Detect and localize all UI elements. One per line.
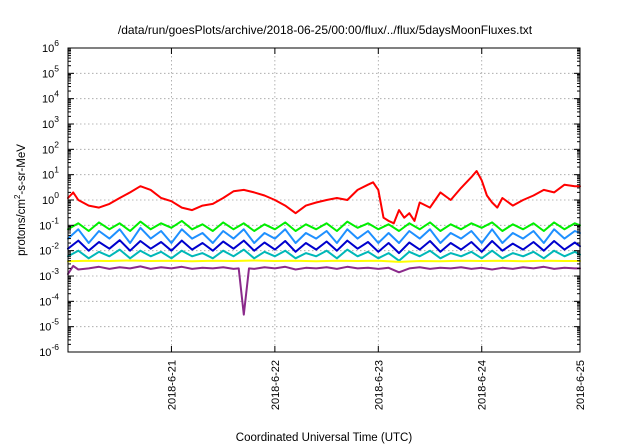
series-lines — [67, 170, 581, 316]
y-tick-label-base: 10 — [42, 68, 54, 80]
y-tick-label-base: 10 — [42, 43, 54, 55]
y-tick-label-exponent: 1 — [54, 165, 59, 175]
y-tick-label-exponent: 5 — [54, 63, 59, 73]
plot-frame — [67, 47, 581, 353]
x-tick-label: 2018-6-23 — [373, 360, 385, 410]
series-line-4 — [67, 239, 581, 255]
y-tick-label-base: 10 — [39, 322, 51, 334]
y-tick-label: 10-4 — [39, 291, 59, 308]
y-tick-label: 10-6 — [39, 342, 59, 359]
y-tick-label-exponent: -2 — [51, 241, 59, 251]
x-axis-label: Coordinated Universal Time (UTC) — [236, 432, 413, 444]
y-tick-label: 103 — [42, 114, 59, 131]
y-tick-label-base: 10 — [42, 94, 54, 106]
y-tick-label-base: 10 — [39, 271, 51, 283]
y-tick-label: 10-1 — [39, 215, 59, 232]
x-tick-label: 2018-6-21 — [166, 360, 178, 410]
y-axis-label-suffix: -s-sr-MeV — [16, 144, 28, 195]
y-tick-label: 10-2 — [39, 241, 59, 258]
y-tick-label-exponent: -3 — [51, 266, 59, 276]
x-tick-label: 2018-6-24 — [477, 360, 489, 410]
y-tick-label: 10-5 — [39, 317, 59, 334]
y-tick-label: 101 — [42, 165, 59, 182]
y-tick-label-exponent: 3 — [54, 114, 59, 124]
y-tick-label: 100 — [42, 190, 59, 207]
series-line-5 — [67, 248, 581, 262]
chart-title: /data/run/goesPlots/archive/2018-06-25/0… — [118, 23, 533, 37]
y-axis-label-prefix: protons/cm — [16, 199, 28, 256]
series-line-1 — [67, 170, 581, 225]
y-tick-label: 10-3 — [39, 266, 59, 283]
y-tick-label-exponent: -6 — [51, 342, 59, 352]
x-tick-label: 2018-6-25 — [575, 360, 587, 410]
y-axis-label: protons/cm2-s-sr-MeV — [13, 144, 28, 256]
x-tick-label: 2018-6-22 — [270, 360, 282, 410]
series-line-2 — [67, 219, 581, 232]
y-tick-label: 106 — [42, 38, 59, 55]
y-tick-label-exponent: 0 — [54, 190, 59, 200]
y-tick-label-base: 10 — [42, 195, 54, 207]
y-tick-label: 102 — [42, 139, 59, 156]
y-tick-label: 104 — [42, 89, 59, 106]
y-tick-label-base: 10 — [42, 119, 54, 131]
y-tick-label: 105 — [42, 63, 59, 80]
y-tick-label-exponent: -5 — [51, 317, 59, 327]
y-tick-label-base: 10 — [42, 144, 54, 156]
series-line-3 — [67, 226, 581, 244]
y-tick-label-base: 10 — [39, 347, 51, 359]
y-tick-label-exponent: 2 — [54, 139, 59, 149]
y-tick-label-base: 10 — [42, 170, 54, 182]
y-tick-label-exponent: -4 — [51, 291, 59, 301]
y-tick-label-exponent: 4 — [54, 89, 59, 99]
y-tick-label-base: 10 — [39, 296, 51, 308]
y-axis-label-superscript: 2 — [13, 194, 22, 199]
y-tick-label-exponent: -1 — [51, 215, 59, 225]
y-tick-label-base: 10 — [39, 220, 51, 232]
series-line-6 — [67, 259, 581, 263]
series-line-7 — [67, 264, 581, 316]
y-tick-label-exponent: 6 — [54, 38, 59, 48]
y-tick-label-base: 10 — [39, 246, 51, 258]
